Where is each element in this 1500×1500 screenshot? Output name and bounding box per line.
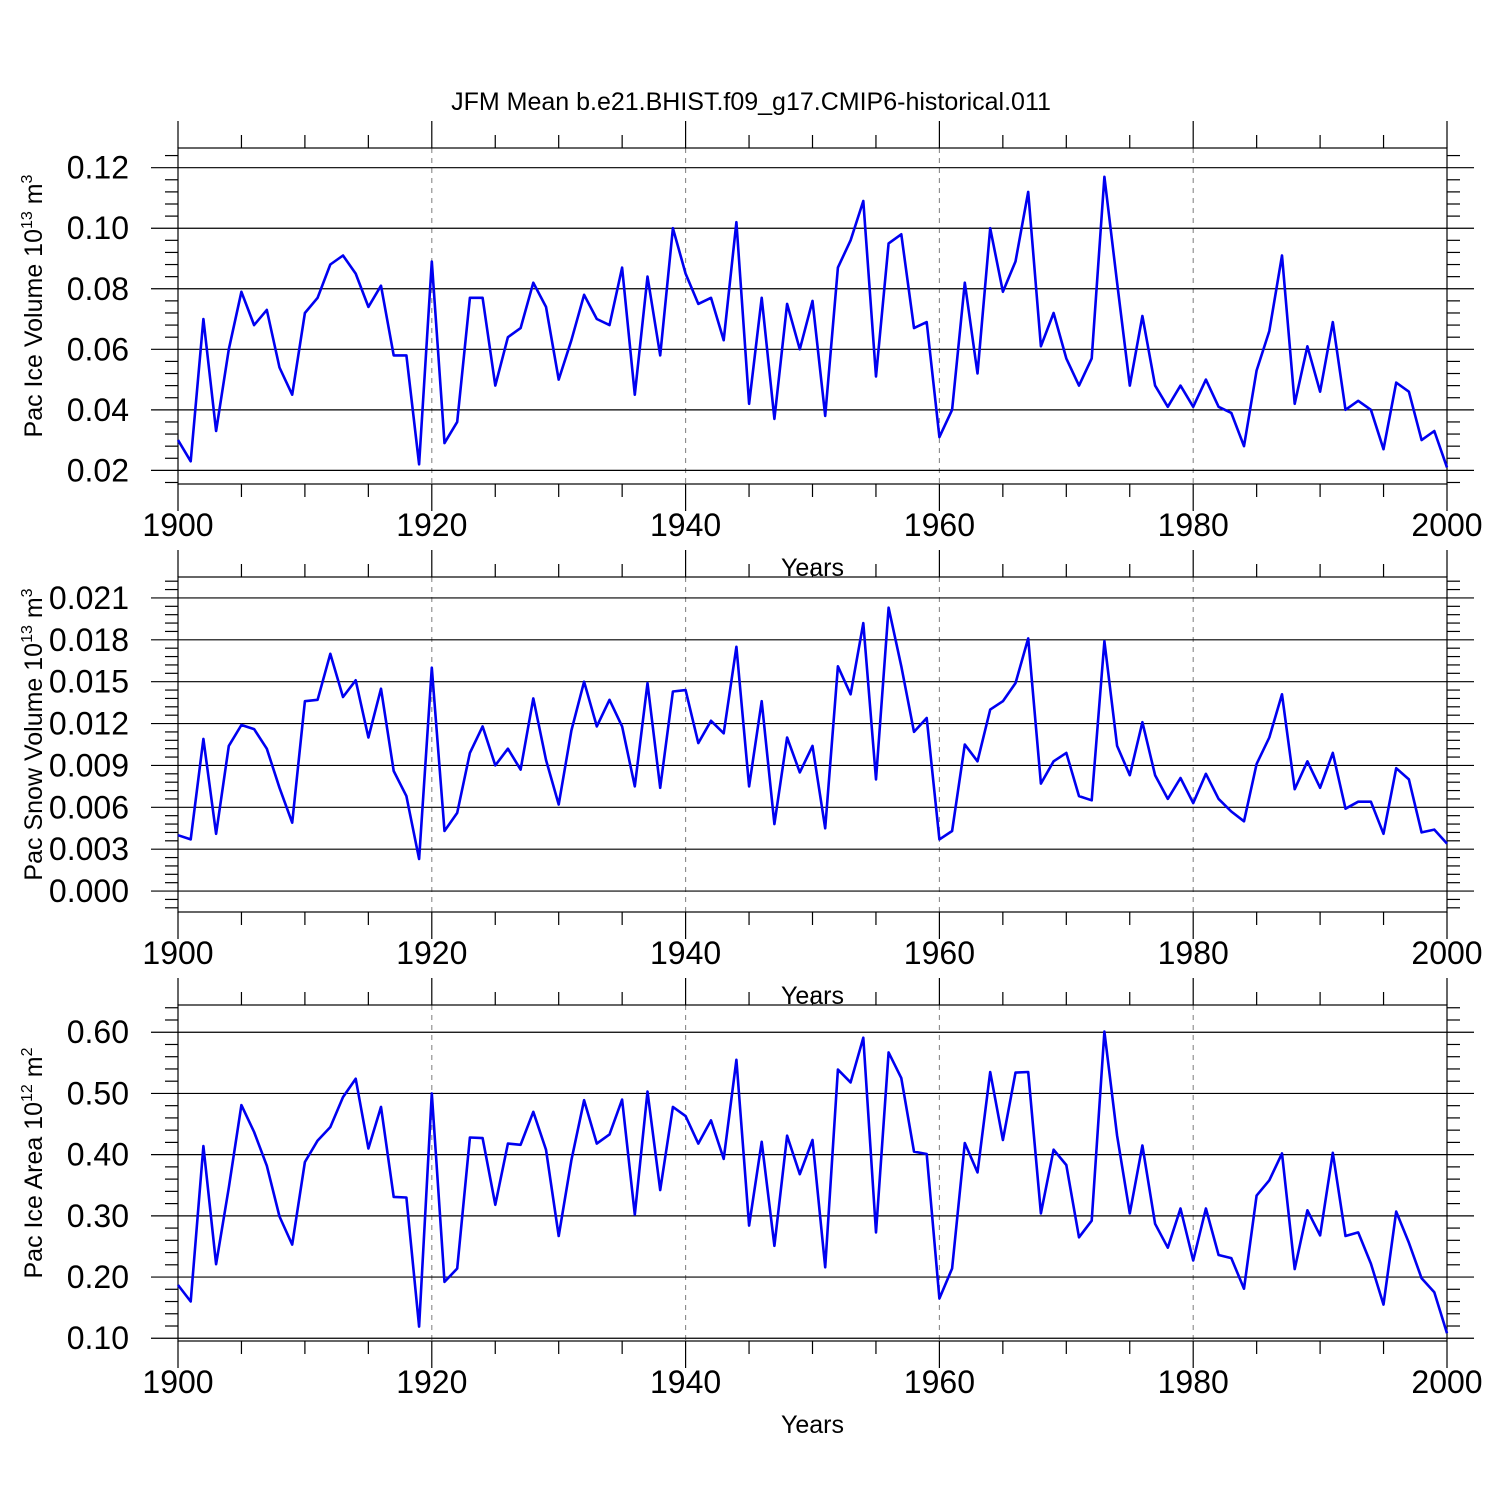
y-tick-label: 0.021 [49, 580, 129, 616]
y-tick-label: 0.10 [67, 1320, 129, 1356]
x-tick-label: 1980 [1158, 507, 1229, 543]
x-tick-label: 1980 [1158, 935, 1229, 971]
series-line-pac-snow-volume [177, 606, 1448, 861]
x-tick-label: 2000 [1411, 935, 1482, 971]
y-tick-label: 0.006 [49, 789, 129, 825]
plot-frame [177, 576, 1448, 913]
y-tick-label: 0.018 [49, 622, 129, 658]
x-tick-label: 1900 [142, 507, 213, 543]
chart-panel-1: 0.02 0.04 0.06 0.08 0.10 0.12 1900 1920 1940 1960… [19, 121, 1483, 582]
y-tick-label: 0.000 [49, 873, 129, 909]
y-tick-label: 0.12 [67, 150, 129, 186]
x-tick-label: 1940 [650, 507, 721, 543]
x-tick-label: 1940 [650, 935, 721, 971]
figure-title: JFM Mean b.e21.BHIST.f09_g17.CMIP6-histo… [451, 88, 1051, 116]
y-tick-label: 0.02 [67, 452, 129, 488]
panels: 0.02 0.04 0.06 0.08 0.10 0.12 1900 1920 1940 1960… [19, 121, 1483, 1439]
x-tick-label: 2000 [1411, 507, 1482, 543]
series-line-pac-ice-volume [176, 175, 1449, 468]
y-tick-label: 0.10 [67, 210, 129, 246]
x-tick-label: 1920 [396, 935, 467, 971]
y-tick-label: 0.08 [67, 271, 129, 307]
x-tick-label: 1960 [904, 507, 975, 543]
y-tick-label: 0.015 [49, 664, 129, 700]
y-tick-label: 0.40 [67, 1137, 129, 1173]
y-axis-label: Pac Snow Volume 1013 m3 [19, 588, 48, 880]
y-tick-label: 0.012 [49, 706, 129, 742]
y-tick-label: 0.009 [49, 747, 129, 783]
x-tick-label: 1920 [396, 1364, 467, 1400]
y-axis-label: Pac Ice Area 1012 m2 [19, 1047, 48, 1278]
x-tick-label: 1900 [142, 935, 213, 971]
x-tick-label: 1980 [1158, 1364, 1229, 1400]
y-tick-label: 0.04 [67, 392, 129, 428]
y-tick-label: 0.60 [67, 1014, 129, 1050]
y-tick-label: 0.30 [67, 1198, 129, 1234]
x-tick-label: 1940 [650, 1364, 721, 1400]
x-tick-label: 1960 [904, 935, 975, 971]
y-tick-label: 0.50 [67, 1075, 129, 1111]
y-tick-label: 0.06 [67, 331, 129, 367]
x-tick-label: 1900 [142, 1364, 213, 1400]
x-tick-label: 1960 [904, 1364, 975, 1400]
y-axis-label: Pac Ice Volume 1013 m3 [19, 174, 48, 437]
plot-frame [177, 147, 1448, 485]
x-tick-label: 1920 [396, 507, 467, 543]
x-axis-label: Years [781, 1411, 844, 1439]
chart-panel-3: 0.10 0.20 0.30 0.40 0.50 0.60 1900 1920 1940 1960… [19, 978, 1483, 1439]
series-line-pac-ice-area [176, 1030, 1449, 1334]
plot-frame [177, 1004, 1448, 1342]
y-tick-label: 0.003 [49, 831, 129, 867]
x-tick-label: 2000 [1411, 1364, 1482, 1400]
chart-panel-2: 0.000 0.003 0.006 0.009 0.012 0.015 0.018 0.021… [19, 550, 1483, 1010]
y-tick-label: 0.20 [67, 1259, 129, 1295]
